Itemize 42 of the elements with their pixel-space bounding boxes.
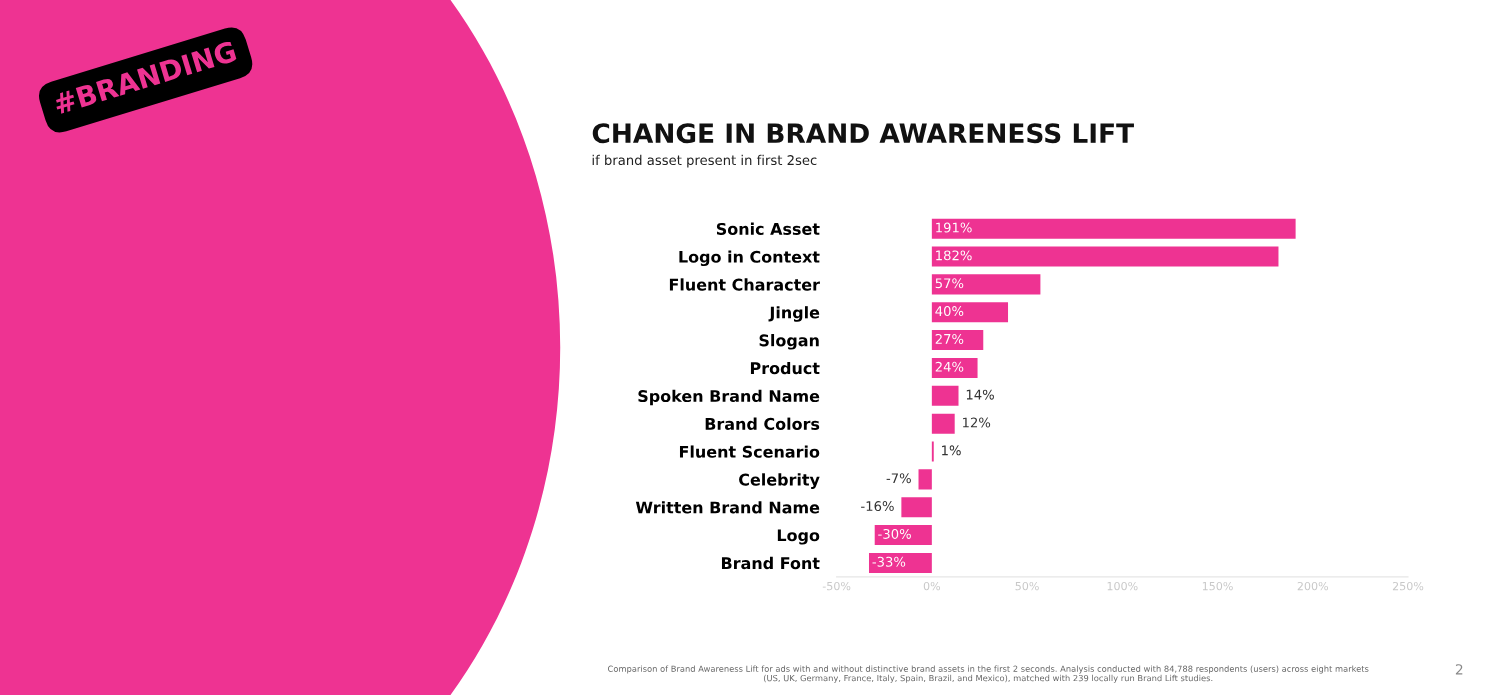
y-tick-label: Logo [777, 529, 820, 545]
data-label: 1% [942, 445, 961, 456]
text: if brand asset present in first 2sec [592, 154, 817, 168]
bar [931, 302, 1009, 323]
chart-title: CHANGE IN BRAND AWARENESS LIFT [592, 123, 1134, 144]
bar [931, 218, 1296, 239]
bar [931, 385, 959, 406]
y-tick-label: Fluent Scenario [679, 445, 820, 458]
bar [931, 274, 1041, 295]
y-tick-label: Celebrity [739, 473, 820, 489]
text: Comparison of Brand Awareness Lift for ads with and without distinctive brand assets in the first 2 seconds. Analysis conducted with 84,788 respondents (users) across eight markets (US, UK, Germany, France, Italy, Spain, Brazil, and Mexico), matched with 239 locally run Brand Lift studies. [607, 665, 1369, 683]
data-label: 12% [963, 417, 991, 428]
data-label: 182% [936, 250, 972, 261]
y-tick-label: Jingle [768, 306, 820, 322]
bar [931, 413, 955, 434]
data-label: 57% [935, 278, 964, 289]
bar [931, 357, 978, 378]
data-label: -7% [886, 473, 911, 484]
data-label: 40% [935, 306, 964, 317]
bar [869, 552, 932, 573]
y-tick-label: Product [750, 361, 820, 375]
bar [931, 330, 984, 351]
data-label: -33% [872, 556, 906, 567]
data-label: -16% [861, 501, 894, 512]
y-tick-label: Written Brand Name [635, 501, 820, 514]
bar [918, 469, 932, 490]
bar [901, 497, 932, 518]
y-tick-label: Sonic Asset [716, 222, 820, 235]
data-label: -30% [878, 528, 911, 539]
y-tick-label: Spoken Brand Name [638, 389, 820, 406]
data-label: 191% [936, 222, 972, 233]
y-tick-label: Slogan [759, 334, 819, 350]
y-tick-label: Brand Colors [705, 417, 820, 430]
y-tick-label: Fluent Character [669, 278, 820, 291]
data-label: 24% [935, 361, 964, 372]
y-tick-label: Brand Font [721, 556, 820, 570]
bar [931, 246, 1279, 267]
data-label: 27% [935, 333, 964, 344]
y-tick-label: Logo in Context [679, 250, 820, 267]
bar [874, 525, 932, 546]
data-label: 14% [966, 389, 994, 400]
text: 2 [1455, 664, 1463, 675]
